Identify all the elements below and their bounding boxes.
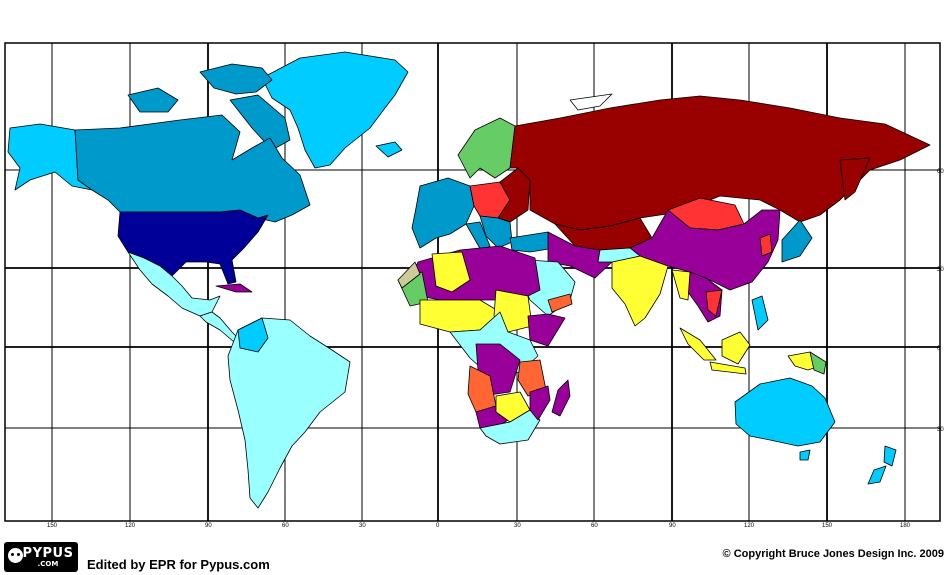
lon-label: 0: [436, 523, 440, 529]
sumatra: [679, 327, 717, 361]
korea: [759, 233, 773, 257]
copyright-text: © Copyright Bruce Jones Design Inc. 2009: [722, 548, 944, 560]
philippines: [751, 295, 769, 331]
arctic-islands: [199, 63, 273, 95]
pypus-logo[interactable]: PYPUS .COM: [4, 542, 78, 572]
western-europe: [411, 177, 475, 249]
china: [629, 209, 781, 291]
yemen: [547, 293, 573, 313]
logo-subtext: .COM: [37, 559, 59, 568]
turkey: [509, 231, 556, 253]
pakistan: [597, 247, 641, 263]
java: [709, 361, 747, 375]
landmasses: [7, 51, 931, 509]
india: [611, 255, 669, 327]
mascot-icon: [8, 548, 23, 563]
scandinavia: [457, 117, 516, 179]
russia: [509, 95, 931, 231]
new-zealand-north: [883, 445, 897, 467]
longitude-labels: 150 120 90 60 30 0 30 60 90 120 150 180: [47, 523, 911, 529]
south-africa: [479, 409, 541, 445]
kamchatka: [839, 157, 871, 201]
vietnam: [705, 289, 723, 317]
cuba: [215, 283, 253, 293]
lon-label: 30: [359, 523, 366, 529]
lat-label: 60: [937, 169, 944, 175]
edited-by-text: Edited by EPR for Pypus.com: [87, 556, 270, 572]
png: [809, 351, 827, 375]
arctic-islands-west: [127, 87, 179, 113]
lon-label: 150: [822, 523, 833, 529]
lat-label: 0: [937, 346, 941, 352]
north-africa: [409, 245, 541, 301]
novaya-zemlya: [569, 93, 613, 111]
australia: [734, 377, 836, 447]
japan: [781, 219, 813, 263]
footer-left: PYPUS .COM Edited by EPR for Pypus.com: [4, 542, 270, 572]
lon-label: 180: [900, 523, 911, 529]
alaska: [7, 123, 93, 191]
central-america: [199, 311, 241, 343]
mexico: [127, 251, 221, 317]
lat-label: 30: [937, 267, 944, 273]
lon-label: 60: [282, 523, 289, 529]
south-america: [227, 317, 351, 509]
logo-text: PYPUS: [22, 545, 74, 561]
iceland: [375, 141, 403, 158]
lon-label: 60: [591, 523, 598, 529]
colombia: [237, 317, 269, 353]
lat-label: 30: [937, 427, 944, 433]
lon-label: 90: [205, 523, 212, 529]
borneo: [721, 331, 751, 365]
united-states: [117, 209, 269, 285]
mozambique: [529, 385, 551, 421]
tasmania: [799, 449, 811, 461]
lon-label: 90: [669, 523, 676, 529]
italy: [465, 221, 491, 253]
greenland: [261, 51, 409, 169]
lon-label: 30: [514, 523, 521, 529]
horn-of-africa: [527, 313, 566, 347]
new-zealand-south: [867, 465, 887, 485]
canada: [74, 114, 311, 223]
madagascar: [551, 379, 571, 417]
western-sahara: [397, 261, 421, 289]
algeria-region: [431, 251, 471, 293]
latitude-labels: 60 30 0 30: [937, 169, 944, 433]
lon-label: 120: [744, 523, 755, 529]
myanmar: [671, 269, 691, 301]
baffin-island: [229, 94, 291, 151]
lon-label: 120: [125, 523, 136, 529]
lon-label: 150: [47, 523, 58, 529]
